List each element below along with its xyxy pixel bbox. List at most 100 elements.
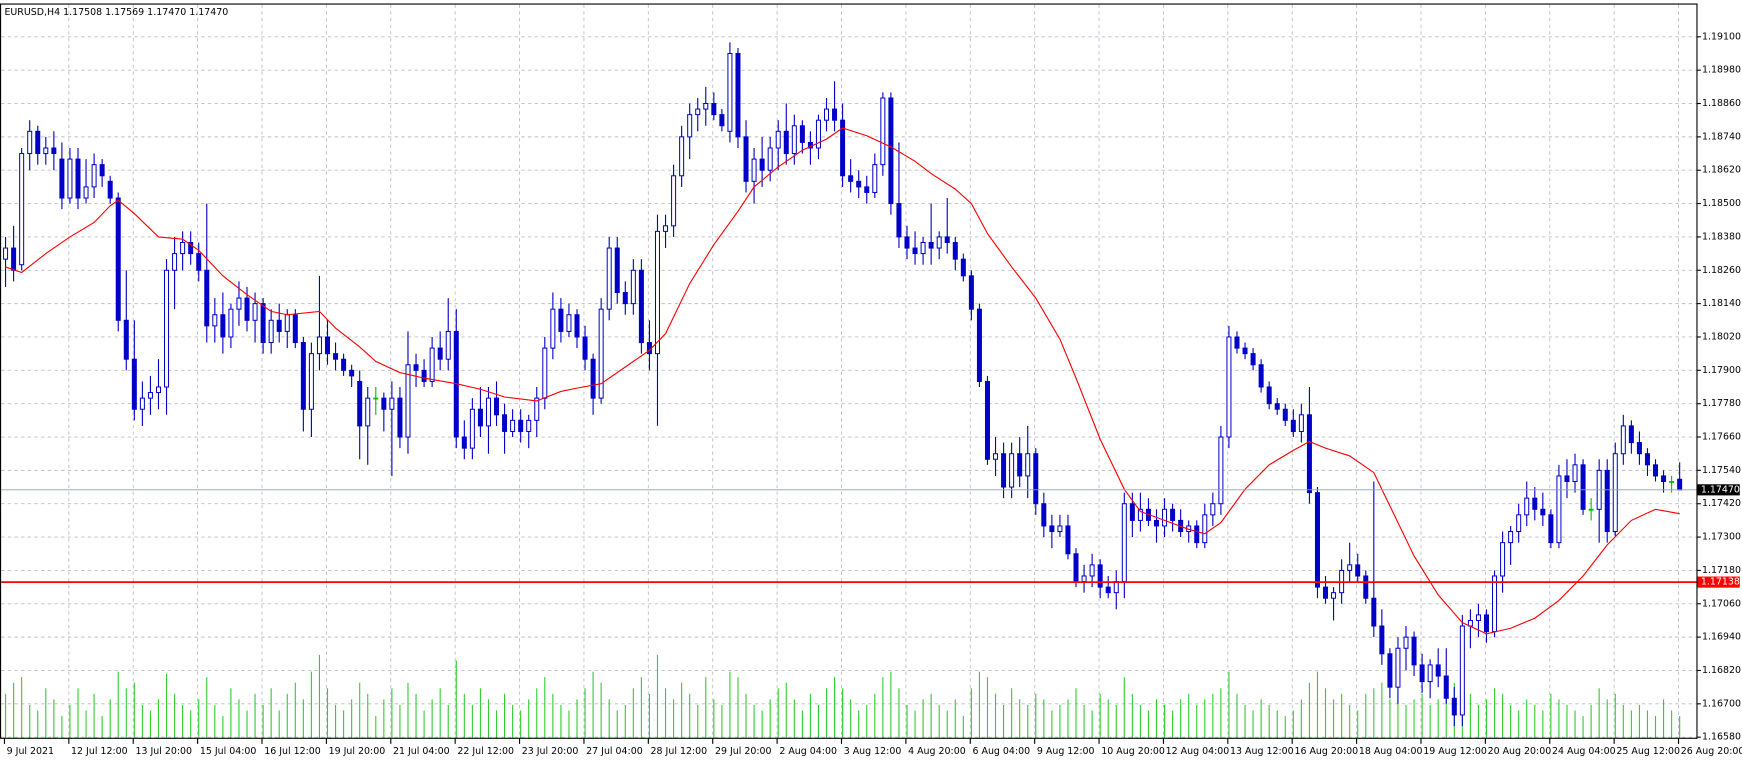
candle-body bbox=[19, 153, 25, 266]
candle-body bbox=[1500, 542, 1506, 577]
candle-body bbox=[1395, 647, 1401, 688]
candle-body bbox=[1129, 503, 1135, 521]
x-tick-label: 12 Aug 04:00 bbox=[1166, 746, 1230, 757]
candle-body bbox=[115, 197, 121, 321]
candle-body bbox=[1371, 597, 1377, 627]
y-tick-label: 1.18740 bbox=[1702, 131, 1741, 142]
candle-body bbox=[1250, 353, 1256, 366]
plot-area bbox=[1, 42, 1697, 739]
candle-body bbox=[212, 314, 218, 327]
candle-body bbox=[993, 453, 999, 460]
candle-body bbox=[1331, 592, 1337, 599]
x-tick-label: 24 Aug 04:00 bbox=[1552, 746, 1616, 757]
candle-body bbox=[188, 241, 194, 255]
candle-body bbox=[1234, 336, 1240, 349]
candle-body bbox=[614, 247, 620, 294]
candle-body bbox=[35, 130, 41, 155]
candle-body bbox=[510, 419, 516, 432]
candle-body bbox=[461, 436, 467, 449]
candle-body bbox=[83, 186, 89, 199]
candle-body bbox=[1009, 453, 1015, 488]
candle-body bbox=[373, 397, 379, 400]
candle-body bbox=[848, 175, 854, 182]
candle-body bbox=[1314, 492, 1320, 588]
candle-body bbox=[1588, 508, 1594, 511]
x-tick-label: 26 Aug 20:00 bbox=[1681, 746, 1742, 757]
y-tick-label: 1.16580 bbox=[1702, 732, 1741, 743]
candle-body bbox=[413, 364, 419, 371]
candle-body bbox=[131, 358, 137, 410]
x-tick-label: 27 Jul 04:00 bbox=[586, 746, 643, 757]
candle-body bbox=[1564, 475, 1570, 482]
x-tick-label: 22 Jul 12:00 bbox=[457, 746, 514, 757]
candle-body bbox=[220, 314, 226, 338]
candle-body bbox=[1137, 508, 1143, 521]
candle-body bbox=[155, 386, 161, 394]
candle-body bbox=[598, 308, 604, 399]
candle-body bbox=[1644, 453, 1650, 466]
candle-body bbox=[1274, 403, 1280, 410]
y-tick-label: 1.19100 bbox=[1702, 31, 1741, 42]
candle-body bbox=[1041, 503, 1047, 527]
candle-body bbox=[429, 347, 435, 382]
candle-body bbox=[1483, 614, 1489, 633]
candle-body bbox=[719, 114, 725, 127]
bid-label: 1.17470 bbox=[1701, 484, 1740, 495]
candle-body bbox=[1170, 508, 1176, 521]
candle-body bbox=[1572, 464, 1578, 482]
candle-body bbox=[147, 392, 153, 399]
candle-body bbox=[888, 97, 894, 205]
candle-body bbox=[1524, 497, 1530, 516]
candle-body bbox=[1113, 581, 1119, 594]
candle-body bbox=[1306, 414, 1312, 494]
candle-body bbox=[324, 336, 331, 355]
candle-body bbox=[550, 308, 556, 349]
candle-body bbox=[663, 225, 669, 232]
candle-body bbox=[276, 319, 282, 332]
hline-label-box bbox=[1697, 576, 1740, 588]
candle-body bbox=[783, 130, 789, 155]
candle-body bbox=[1636, 442, 1642, 455]
candle-body bbox=[1411, 636, 1417, 666]
x-tick-label: 3 Aug 12:00 bbox=[844, 746, 902, 757]
y-tick-label: 1.18380 bbox=[1702, 231, 1741, 242]
candle-body bbox=[815, 119, 821, 149]
candle-body bbox=[11, 247, 17, 271]
candle-body bbox=[1387, 653, 1393, 688]
candle-body bbox=[630, 269, 636, 305]
candle-body bbox=[1363, 575, 1369, 599]
candle-body bbox=[928, 241, 934, 249]
y-tick-label: 1.18620 bbox=[1702, 165, 1741, 176]
candle-body bbox=[679, 136, 685, 177]
candle-body bbox=[1492, 575, 1498, 633]
x-tick-label: 18 Aug 04:00 bbox=[1359, 746, 1423, 757]
candle-body bbox=[1218, 436, 1224, 505]
candle-body bbox=[1049, 525, 1055, 533]
candle-body bbox=[671, 175, 677, 227]
candle-body bbox=[542, 347, 548, 399]
candle-body bbox=[1459, 625, 1465, 716]
candle-body bbox=[574, 314, 580, 338]
y-tick-label: 1.17420 bbox=[1702, 498, 1741, 509]
candle-body bbox=[405, 364, 411, 438]
candle-body bbox=[3, 247, 9, 260]
candle-body bbox=[341, 358, 347, 371]
candle-body bbox=[1604, 469, 1610, 533]
x-tick-label: 13 Aug 12:00 bbox=[1230, 746, 1294, 757]
candle-body bbox=[912, 247, 918, 255]
candle-body bbox=[654, 230, 660, 355]
candle-body bbox=[638, 269, 644, 344]
candle-body bbox=[349, 369, 355, 377]
x-tick-label: 19 Aug 12:00 bbox=[1423, 746, 1487, 757]
candle-body bbox=[1556, 475, 1562, 544]
candle-body bbox=[67, 158, 73, 199]
candle-body bbox=[622, 292, 628, 305]
candle-body bbox=[1202, 514, 1208, 544]
candle-body bbox=[1162, 508, 1168, 527]
y-tick-label: 1.17900 bbox=[1702, 365, 1741, 376]
chart-title: EURUSD,H4 1.17508 1.17569 1.17470 1.1747… bbox=[4, 7, 228, 18]
candle-body bbox=[727, 52, 733, 132]
candle-body bbox=[1347, 564, 1353, 571]
candle-body bbox=[389, 397, 395, 410]
